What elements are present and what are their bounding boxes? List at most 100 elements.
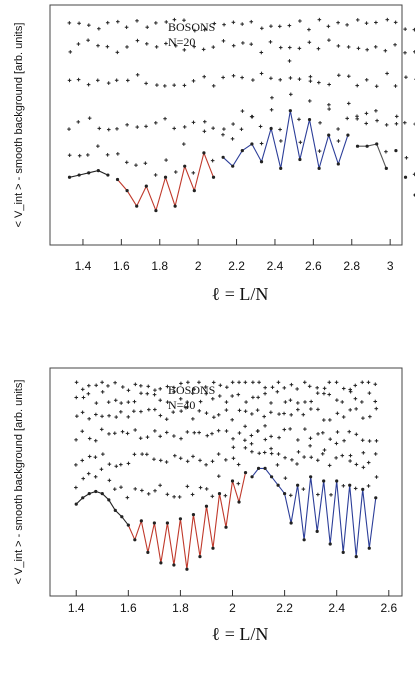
data-point-excited: [211, 84, 216, 88]
data-point-lowest: [250, 142, 254, 146]
data-point-excited: [279, 139, 283, 143]
data-point-excited: [210, 158, 215, 163]
data-point-excited: [107, 413, 111, 418]
data-point-excited: [269, 451, 274, 456]
x-tick-label: 3: [387, 259, 394, 273]
data-point-excited: [204, 487, 209, 491]
data-point-lowest: [163, 175, 168, 179]
data-point-excited: [249, 19, 254, 24]
data-point-excited: [81, 395, 86, 400]
data-point-excited: [374, 84, 379, 89]
data-point-excited: [125, 123, 129, 127]
data-point-excited: [328, 437, 333, 441]
data-point-excited: [107, 462, 112, 466]
data-point-excited: [77, 21, 81, 26]
data-point-excited: [366, 484, 371, 488]
data-point-excited: [355, 18, 360, 22]
data-point-excited: [283, 455, 287, 460]
data-point-excited: [276, 452, 281, 456]
data-point-excited: [192, 44, 196, 49]
data-point-excited: [308, 79, 313, 83]
data-point-excited: [154, 121, 158, 125]
data-point-lowest: [144, 184, 148, 188]
data-point-lowest: [322, 479, 326, 483]
data-point-excited: [262, 450, 267, 455]
data-point-excited: [107, 478, 112, 483]
data-point-excited: [335, 430, 340, 434]
data-point-lowest: [67, 175, 72, 179]
data-point-excited: [364, 111, 369, 116]
data-point-lowest: [198, 555, 202, 559]
data-point-lowest: [81, 496, 85, 500]
data-point-excited: [241, 41, 245, 45]
data-point-lowest: [243, 471, 248, 475]
data-point-excited: [354, 462, 359, 467]
data-point-excited: [94, 412, 98, 417]
data-point-excited: [198, 485, 203, 490]
data-point-excited: [113, 398, 118, 403]
data-point-excited: [296, 450, 301, 454]
data-point-excited: [192, 387, 196, 391]
data-point-excited: [94, 401, 99, 405]
data-point-excited: [107, 432, 111, 436]
data-point-excited: [240, 75, 244, 80]
data-point-excited: [258, 124, 263, 129]
data-point-excited: [217, 394, 222, 398]
data-point-excited: [231, 445, 236, 450]
data-point-excited: [373, 399, 378, 404]
data-point-excited: [356, 46, 361, 51]
data-point-excited: [346, 101, 351, 106]
data-point-excited: [146, 492, 151, 496]
data-point-excited: [413, 122, 415, 126]
data-point-excited: [125, 431, 130, 436]
data-point-excited: [224, 400, 229, 404]
data-point-excited: [146, 384, 151, 389]
data-point-excited: [172, 126, 176, 131]
data-point-excited: [361, 450, 366, 455]
data-point-lowest: [120, 515, 124, 519]
data-point-lowest: [159, 561, 163, 565]
data-point-excited: [172, 17, 177, 22]
data-point-excited: [177, 495, 182, 499]
data-point-excited: [223, 493, 228, 498]
data-point-excited: [99, 467, 104, 472]
data-point-excited: [364, 121, 369, 126]
data-point-excited: [67, 78, 72, 83]
data-point-excited: [283, 400, 288, 404]
data-point-excited: [287, 23, 292, 28]
data-point-excited: [336, 44, 341, 48]
data-point-lowest: [309, 475, 313, 479]
x-tick-label: 2.2: [276, 601, 293, 615]
data-point-excited: [251, 395, 255, 400]
data-point-excited: [283, 476, 288, 480]
data-point-lowest: [152, 521, 156, 525]
data-point-excited: [243, 446, 248, 450]
data-point-lowest: [192, 189, 196, 193]
data-point-excited: [257, 451, 262, 456]
data-point-excited: [309, 407, 313, 411]
data-point-excited: [158, 398, 163, 403]
annotation-line: N=20: [168, 35, 195, 49]
data-point-lowest: [165, 521, 169, 525]
data-point-excited: [191, 417, 195, 421]
data-point-excited: [384, 149, 388, 154]
data-point-excited: [341, 415, 346, 419]
data-point-excited: [139, 409, 143, 414]
data-point-excited: [307, 384, 312, 389]
data-point-excited: [360, 400, 364, 404]
data-point-excited: [336, 139, 341, 143]
data-point-excited: [345, 116, 350, 121]
data-point-excited: [289, 382, 294, 387]
data-point-excited: [185, 400, 190, 404]
data-point-excited: [327, 463, 332, 468]
data-point-lowest: [224, 525, 228, 529]
data-point-excited: [202, 27, 207, 32]
data-point-excited: [164, 430, 169, 435]
data-point-excited: [277, 435, 281, 440]
data-point-excited: [237, 380, 241, 385]
data-point-excited: [240, 109, 245, 113]
data-point-excited: [139, 391, 143, 396]
data-point-excited: [257, 380, 261, 385]
data-point-excited: [347, 429, 352, 434]
x-tick-label: 2.4: [328, 601, 345, 615]
